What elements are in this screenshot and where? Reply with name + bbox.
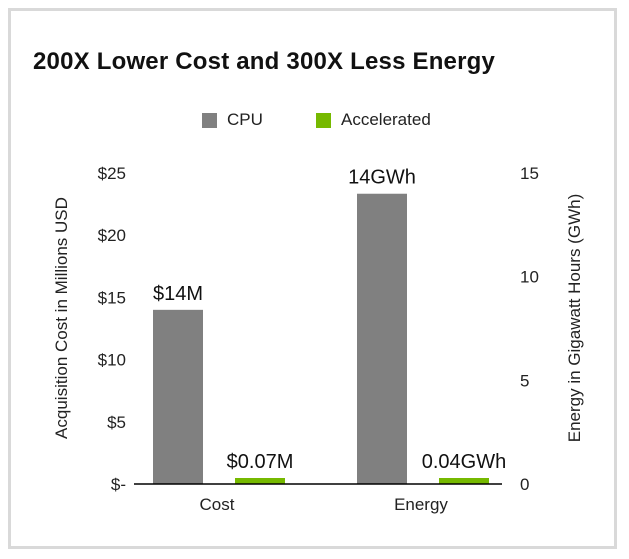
- legend-label-accelerated: Accelerated: [341, 110, 431, 129]
- bar-accelerated-energy: [439, 478, 489, 484]
- data-labels-group: $14M $0.07M 14GWh 0.04GWh: [153, 167, 506, 473]
- right-tick-label: 0: [520, 475, 529, 494]
- left-tick-label: $15: [98, 288, 126, 307]
- left-tick-label: $5: [107, 413, 126, 432]
- legend-swatch-cpu: [202, 112, 217, 128]
- bar-cpu-energy: [357, 193, 407, 484]
- chart-legend: CPU Accelerated: [0, 110, 629, 132]
- left-axis-ticks: $- $5 $10 $15 $20 $25: [98, 164, 126, 494]
- legend-item-accelerated: Accelerated: [316, 110, 431, 130]
- legend-item-cpu: CPU: [202, 110, 263, 130]
- category-label-cost: Cost: [200, 495, 235, 514]
- right-tick-label: 15: [520, 164, 539, 183]
- right-axis-ticks: 0 5 10 15: [520, 164, 539, 494]
- category-label-energy: Energy: [394, 495, 448, 514]
- bars-group: [153, 193, 489, 484]
- data-label-accelerated-cost: $0.07M: [227, 451, 294, 473]
- left-axis-title: Acquisition Cost in Millions USD: [52, 197, 71, 439]
- bar-accelerated-cost: [235, 478, 285, 484]
- category-labels: Cost Energy: [200, 495, 449, 514]
- chart-title: 200X Lower Cost and 300X Less Energy: [33, 48, 496, 75]
- chart-frame: [8, 8, 617, 549]
- left-tick-label: $-: [111, 475, 126, 494]
- bar-cpu-cost: [153, 309, 203, 484]
- right-tick-label: 5: [520, 371, 529, 390]
- legend-label-cpu: CPU: [227, 110, 263, 129]
- right-tick-label: 10: [520, 268, 539, 287]
- left-tick-label: $10: [98, 351, 126, 370]
- data-label-cpu-cost: $14M: [153, 283, 203, 305]
- data-label-cpu-energy: 14GWh: [348, 167, 416, 189]
- data-label-accelerated-energy: 0.04GWh: [422, 451, 506, 473]
- left-tick-label: $25: [98, 164, 126, 183]
- legend-swatch-accelerated: [316, 112, 331, 128]
- right-axis-title: Energy in Gigawatt Hours (GWh): [565, 194, 584, 442]
- left-tick-label: $20: [98, 226, 126, 245]
